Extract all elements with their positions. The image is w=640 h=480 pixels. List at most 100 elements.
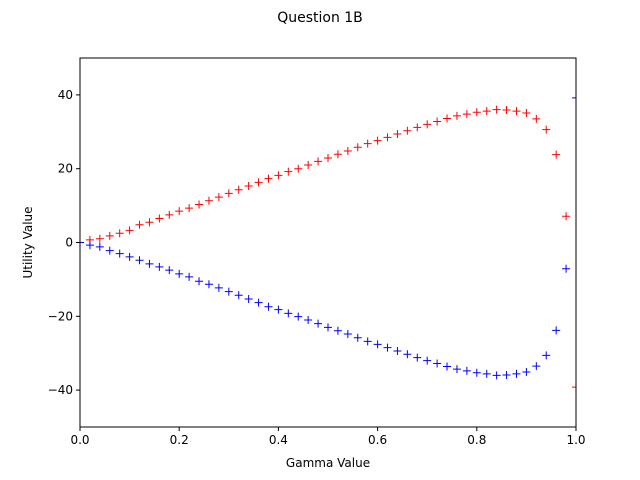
data-point xyxy=(383,343,392,352)
data-point xyxy=(105,246,114,255)
data-point xyxy=(115,249,124,258)
data-point xyxy=(274,171,283,180)
data-point xyxy=(244,294,253,303)
data-point xyxy=(373,136,382,145)
data-point xyxy=(185,204,194,213)
data-point xyxy=(413,353,422,362)
data-point xyxy=(125,226,134,235)
data-point xyxy=(522,108,531,117)
data-point xyxy=(452,365,461,374)
data-point xyxy=(214,283,223,292)
data-point xyxy=(294,164,303,173)
data-point xyxy=(343,146,352,155)
data-point xyxy=(423,120,432,129)
data-point xyxy=(244,182,253,191)
data-point xyxy=(284,309,293,318)
x-axis-label: Gamma Value xyxy=(286,456,370,470)
data-point xyxy=(343,330,352,339)
data-point xyxy=(472,368,481,377)
x-tick-label: 0.0 xyxy=(70,433,89,447)
data-point xyxy=(224,287,233,296)
data-point xyxy=(324,323,332,332)
y-axis-ticks: −40 −20 0 20 40 xyxy=(48,88,80,397)
data-point xyxy=(234,185,243,194)
data-point xyxy=(254,298,263,307)
data-point xyxy=(413,123,422,132)
data-point xyxy=(462,110,471,119)
data-point xyxy=(185,272,194,281)
data-point xyxy=(502,106,511,115)
data-point xyxy=(443,362,452,371)
data-point xyxy=(195,200,204,209)
data-point xyxy=(85,241,94,250)
data-point xyxy=(542,351,551,360)
axes-frame xyxy=(79,57,577,428)
data-point xyxy=(324,153,332,162)
data-point xyxy=(572,383,576,392)
data-point xyxy=(443,114,452,123)
data-point xyxy=(175,269,184,278)
series-1 xyxy=(80,93,576,380)
data-point xyxy=(482,369,491,378)
data-point xyxy=(264,174,273,183)
data-point xyxy=(304,315,313,324)
data-point xyxy=(552,150,561,159)
data-point xyxy=(363,139,372,148)
data-point xyxy=(294,312,303,321)
data-point xyxy=(353,333,362,342)
x-tick-label: 0.8 xyxy=(467,433,486,447)
data-point xyxy=(165,266,174,275)
data-point xyxy=(314,319,323,328)
x-axis-ticks: 0.0 0.2 0.4 0.6 0.8 1.0 xyxy=(70,427,586,447)
data-point xyxy=(254,178,263,187)
data-point xyxy=(423,356,432,365)
data-point xyxy=(393,130,402,139)
data-point xyxy=(204,280,213,289)
data-point xyxy=(482,107,491,116)
data-point xyxy=(214,193,223,202)
data-point xyxy=(522,368,531,377)
y-tick-label: 40 xyxy=(58,88,73,102)
data-point xyxy=(462,366,471,375)
data-point xyxy=(145,259,154,268)
data-point xyxy=(433,117,442,126)
data-point xyxy=(274,305,283,314)
data-point xyxy=(452,111,461,120)
data-point xyxy=(403,350,412,359)
y-tick-label: 20 xyxy=(58,162,73,176)
data-point xyxy=(353,143,362,152)
data-point xyxy=(195,277,204,286)
data-point xyxy=(95,242,104,251)
data-point xyxy=(125,252,134,261)
y-tick-label: −20 xyxy=(48,309,73,323)
data-point xyxy=(472,108,481,117)
data-point xyxy=(403,126,412,135)
data-point xyxy=(383,133,392,142)
data-point xyxy=(234,291,243,300)
data-point xyxy=(562,212,571,221)
data-point xyxy=(115,229,124,238)
data-point xyxy=(363,337,372,346)
data-point xyxy=(304,161,313,170)
data-point xyxy=(492,105,501,114)
data-point xyxy=(532,362,541,371)
plot-area xyxy=(80,93,576,392)
data-point xyxy=(502,370,511,379)
data-point xyxy=(224,189,233,198)
x-tick-label: 0.6 xyxy=(368,433,387,447)
chart-title: Question 1B xyxy=(277,10,363,26)
data-point xyxy=(542,125,551,134)
data-point xyxy=(135,256,144,265)
data-point xyxy=(492,371,501,380)
data-point xyxy=(204,196,213,205)
data-point xyxy=(333,326,342,335)
x-tick-label: 0.2 xyxy=(170,433,189,447)
data-point xyxy=(135,220,144,229)
series-0 xyxy=(80,105,576,392)
x-tick-label: 0.4 xyxy=(269,433,288,447)
x-tick-label: 1.0 xyxy=(566,433,585,447)
y-axis-label: Utility Value xyxy=(21,206,35,278)
data-point xyxy=(333,150,342,159)
data-point xyxy=(552,326,561,335)
y-tick-label: −40 xyxy=(48,383,73,397)
